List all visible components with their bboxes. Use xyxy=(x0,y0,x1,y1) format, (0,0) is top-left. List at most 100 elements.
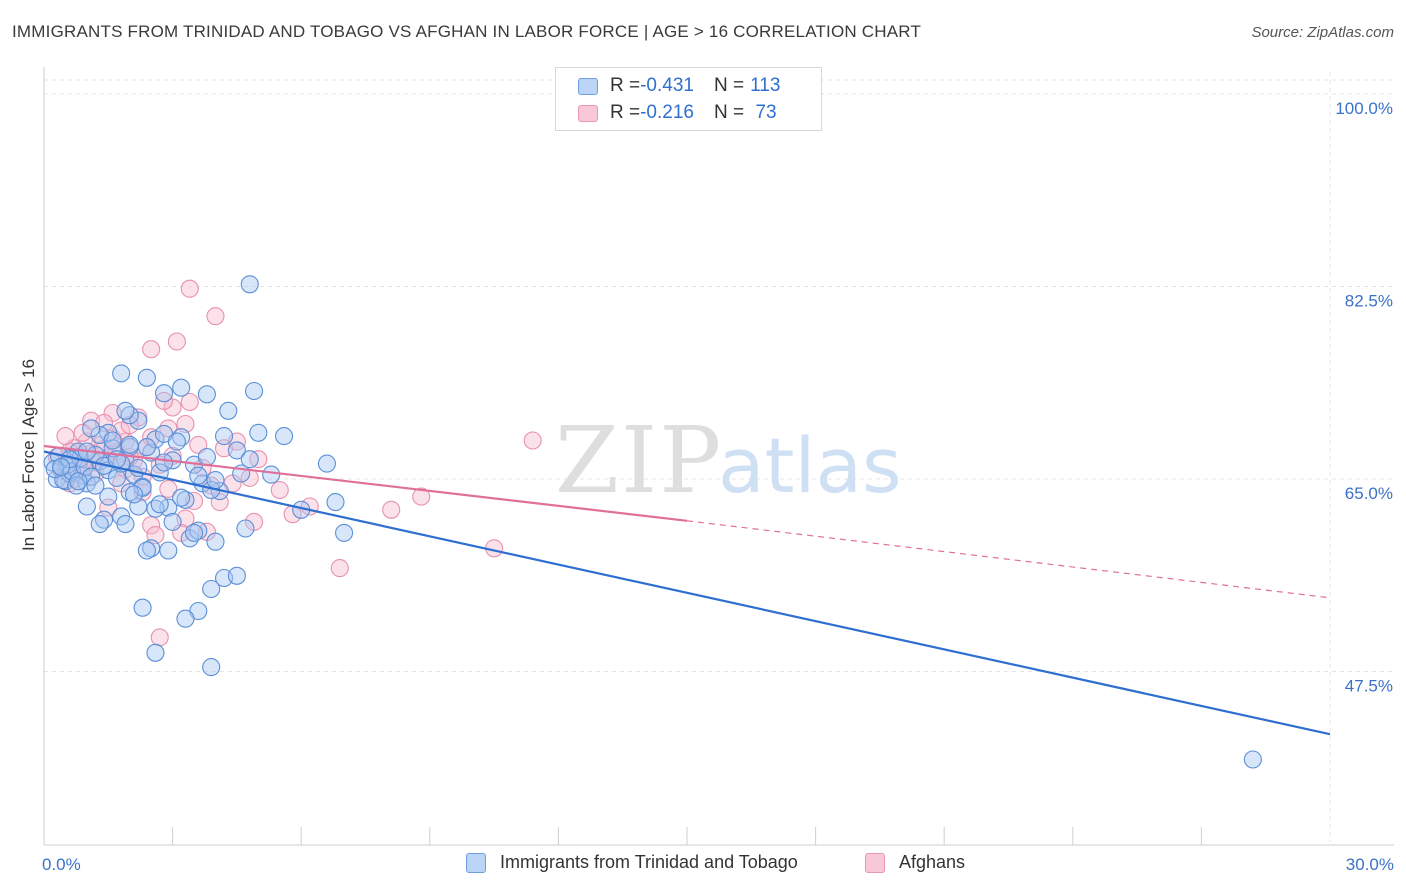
trinidad-point xyxy=(99,487,118,506)
source-label: Source: ZipAtlas.com xyxy=(1251,24,1394,41)
trinidad-point xyxy=(77,497,96,516)
axes-layer xyxy=(43,67,1394,846)
trinidad-point xyxy=(1243,750,1262,769)
bottom-legend-afghans: Afghans xyxy=(865,852,965,873)
watermark-atlas: atlas xyxy=(718,421,902,510)
y-axis-label: In Labor Force | Age > 16 xyxy=(19,359,38,551)
trinidad-point xyxy=(137,541,156,560)
trinidad-point xyxy=(124,485,144,504)
afghans-point xyxy=(56,427,75,446)
trinidad-point xyxy=(197,447,216,467)
x-tick-label: 0.0% xyxy=(42,855,81,874)
trinidad-point xyxy=(103,431,122,450)
trinidad-point xyxy=(184,523,204,542)
trinidad-point xyxy=(335,523,354,542)
tick-labels: 100.0% 82.5% 65.0% 47.5% 0.0% 30.0% xyxy=(42,99,1394,874)
afghans-point xyxy=(159,479,178,498)
trinidad-point xyxy=(249,423,268,442)
trinidad-point xyxy=(227,566,246,585)
trinidad-point xyxy=(129,411,148,430)
legend-n-label: N = xyxy=(713,102,745,123)
legend-r-value: -0.216 xyxy=(640,102,694,123)
trinidad-point xyxy=(172,488,191,507)
afghans-point xyxy=(270,480,289,500)
legend-swatch-pink xyxy=(578,104,598,122)
legend-n-label: N = xyxy=(713,75,745,96)
trinidad-point xyxy=(116,515,135,534)
trinidad-point xyxy=(86,476,105,495)
trinidad-point xyxy=(240,450,259,469)
trinidad-point xyxy=(227,441,246,460)
chart-title: IMMIGRANTS FROM TRINIDAD AND TOBAGO VS A… xyxy=(12,22,922,41)
trinidad-trend-line xyxy=(43,450,1331,736)
trinidad-point xyxy=(107,468,126,487)
legend-r-label: R = xyxy=(610,102,641,123)
trinidad-point xyxy=(154,384,174,403)
afghans-point xyxy=(120,416,139,435)
trinidad-point xyxy=(137,368,156,387)
trinidad-points xyxy=(43,275,1262,769)
legend-row-trinidad: R = -0.431 N = 113 xyxy=(578,74,780,98)
afghans-point xyxy=(412,487,431,506)
trinidad-point xyxy=(317,454,336,473)
bottom-legend-trinidad: Immigrants from Trinidad and Tobago xyxy=(466,852,798,873)
afghans-point xyxy=(142,516,161,535)
trinidad-point xyxy=(172,378,191,397)
x-tick-label: 30.0% xyxy=(1346,855,1394,874)
correlation-legend: R = -0.431 N = 113 R = -0.216 N = 73 xyxy=(555,67,822,131)
y-tick-label: 65.0% xyxy=(1345,484,1393,503)
legend-r-value: -0.431 xyxy=(640,75,694,96)
trinidad-point xyxy=(262,465,281,484)
afghans-point xyxy=(206,307,225,326)
trend-lines xyxy=(43,444,1331,736)
trinidad-point xyxy=(236,519,255,538)
trinidad-point xyxy=(159,541,178,560)
afghans-trend-line xyxy=(43,444,688,522)
y-tick-label: 47.5% xyxy=(1345,677,1393,696)
trinidad-point xyxy=(150,495,169,514)
trinidad-point xyxy=(202,579,221,599)
trinidad-point xyxy=(167,432,186,451)
trinidad-point xyxy=(197,385,216,404)
trinidad-point xyxy=(189,466,208,485)
trinidad-point xyxy=(154,453,174,472)
trinidad-point xyxy=(206,471,225,490)
trinidad-point xyxy=(116,401,135,420)
y-tick-label: 100.0% xyxy=(1335,99,1393,118)
bottom-legend-label-trinidad: Immigrants from Trinidad and Tobago xyxy=(500,852,798,872)
afghans-point xyxy=(150,628,169,647)
trinidad-point xyxy=(176,609,195,628)
afghans-trend-extension xyxy=(686,520,1331,599)
legend-swatch-blue xyxy=(578,77,598,95)
bottom-legend-swatch-blue xyxy=(466,852,486,873)
trinidad-point xyxy=(240,275,259,294)
trinidad-point xyxy=(82,419,101,438)
legend-r-label: R = xyxy=(610,75,641,96)
trinidad-point xyxy=(137,438,156,457)
afghans-point xyxy=(142,340,161,359)
trinidad-point xyxy=(90,515,109,534)
legend-row-afghans: R = -0.216 N = 73 xyxy=(578,101,777,125)
afghans-point xyxy=(523,431,542,450)
trinidad-point xyxy=(163,512,182,531)
afghans-point xyxy=(167,332,186,351)
legend-n-value: 113 xyxy=(750,75,781,96)
trinidad-point xyxy=(120,435,139,454)
legend-n-value: 73 xyxy=(750,102,777,123)
afghans-point xyxy=(180,392,199,412)
trinidad-point xyxy=(275,427,294,446)
trinidad-point xyxy=(112,364,131,383)
trinidad-point xyxy=(326,493,345,512)
bottom-legend-label-afghans: Afghans xyxy=(899,852,966,872)
y-tick-label: 82.5% xyxy=(1345,292,1393,311)
afghans-point xyxy=(382,500,401,519)
trinidad-point xyxy=(202,658,221,677)
trinidad-point xyxy=(133,598,152,617)
afghans-point xyxy=(330,559,349,578)
trinidad-point xyxy=(206,532,225,551)
afghans-point xyxy=(180,279,199,298)
trinidad-point xyxy=(219,401,238,420)
bottom-legend-swatch-pink xyxy=(865,852,885,873)
trinidad-point xyxy=(146,643,165,662)
